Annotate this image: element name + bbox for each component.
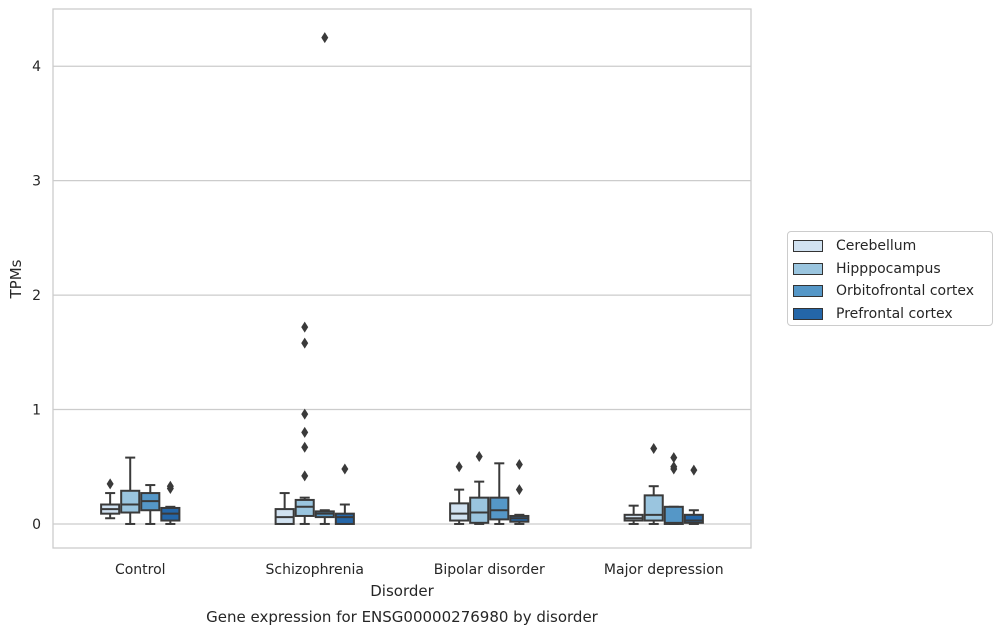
x-tick-label: Bipolar disorder: [434, 562, 545, 578]
box: [449, 502, 470, 522]
outlier-point: [475, 450, 483, 462]
outlier-point: [650, 442, 658, 454]
box-group: [274, 492, 295, 525]
box: [489, 496, 510, 521]
x-tick-label: Major depression: [604, 562, 724, 578]
x-axis-label: Disorder: [370, 582, 434, 600]
legend-label: Cerebellum: [836, 238, 917, 255]
x-tick-label: Schizophrenia: [266, 562, 364, 578]
y-tick-label: 2: [32, 288, 41, 304]
box: [120, 489, 141, 514]
legend-item-prefrontal-cortex: Prefrontal cortex: [793, 303, 992, 326]
outlier-point: [321, 32, 329, 44]
y-tick-label: 0: [32, 517, 41, 533]
x-tick-label: Control: [115, 562, 166, 578]
legend-item-orbitofrontal-cortex: Orbitofrontal cortex: [793, 280, 992, 303]
outlier-point: [301, 321, 309, 333]
outlier-point: [301, 441, 309, 453]
box-plot-marks: [100, 32, 704, 525]
y-axis-label: TPMs: [7, 259, 25, 299]
outlier-point: [106, 478, 114, 490]
legend-swatch: [793, 307, 823, 320]
legend: Cerebellum Hipppocampus Orbitofrontal co…: [787, 231, 993, 326]
box-group: [120, 456, 141, 525]
legend-swatch: [793, 285, 823, 298]
gridlines: [53, 65, 751, 525]
y-tick-label: 4: [32, 59, 41, 75]
box-group: [160, 480, 181, 525]
box-group: [643, 442, 664, 525]
outlier-point: [166, 480, 174, 492]
box-group: [100, 478, 121, 520]
outlier-point: [301, 426, 309, 438]
box: [663, 505, 684, 525]
outlier-point: [670, 461, 678, 473]
box-group: [509, 458, 530, 525]
outlier-point: [455, 461, 463, 473]
legend-item-hippocampus: Hipppocampus: [793, 258, 992, 281]
box-group: [469, 450, 490, 525]
x-tick-labels: Control Schizophrenia Bipolar disorder Majo…: [115, 562, 724, 578]
legend-label: Prefrontal cortex: [836, 305, 953, 322]
outlier-point: [515, 458, 523, 470]
outlier-point: [670, 452, 678, 464]
y-tick-labels: 0 1 2 3 4: [32, 59, 41, 533]
box: [469, 496, 490, 524]
box-group: [294, 321, 315, 525]
y-tick-label: 1: [32, 403, 41, 419]
box-group: [663, 452, 684, 525]
outlier-point: [341, 463, 349, 475]
legend-label: Orbitofrontal cortex: [836, 283, 974, 300]
box-group: [140, 484, 161, 525]
legend-swatch: [793, 262, 823, 275]
box: [294, 498, 315, 517]
outlier-point: [515, 484, 523, 496]
box: [683, 513, 704, 524]
outlier-point: [301, 408, 309, 420]
outlier-point: [690, 464, 698, 476]
legend-label: Hipppocampus: [836, 260, 941, 277]
outlier-point: [301, 337, 309, 349]
box-group: [623, 504, 644, 525]
chart-title: Gene expression for ENSG00000276980 by d…: [206, 608, 599, 626]
plot-area-frame: [52, 8, 752, 549]
box-group: [489, 462, 510, 525]
box-group: [334, 463, 355, 525]
box-group: [449, 461, 470, 525]
legend-swatch: [793, 240, 823, 253]
box-group: [314, 32, 335, 525]
box: [643, 494, 664, 522]
legend-item-cerebellum: Cerebellum: [793, 235, 992, 258]
box-group: [683, 464, 704, 525]
outlier-point: [301, 470, 309, 482]
y-tick-label: 3: [32, 174, 41, 190]
box: [334, 512, 355, 525]
